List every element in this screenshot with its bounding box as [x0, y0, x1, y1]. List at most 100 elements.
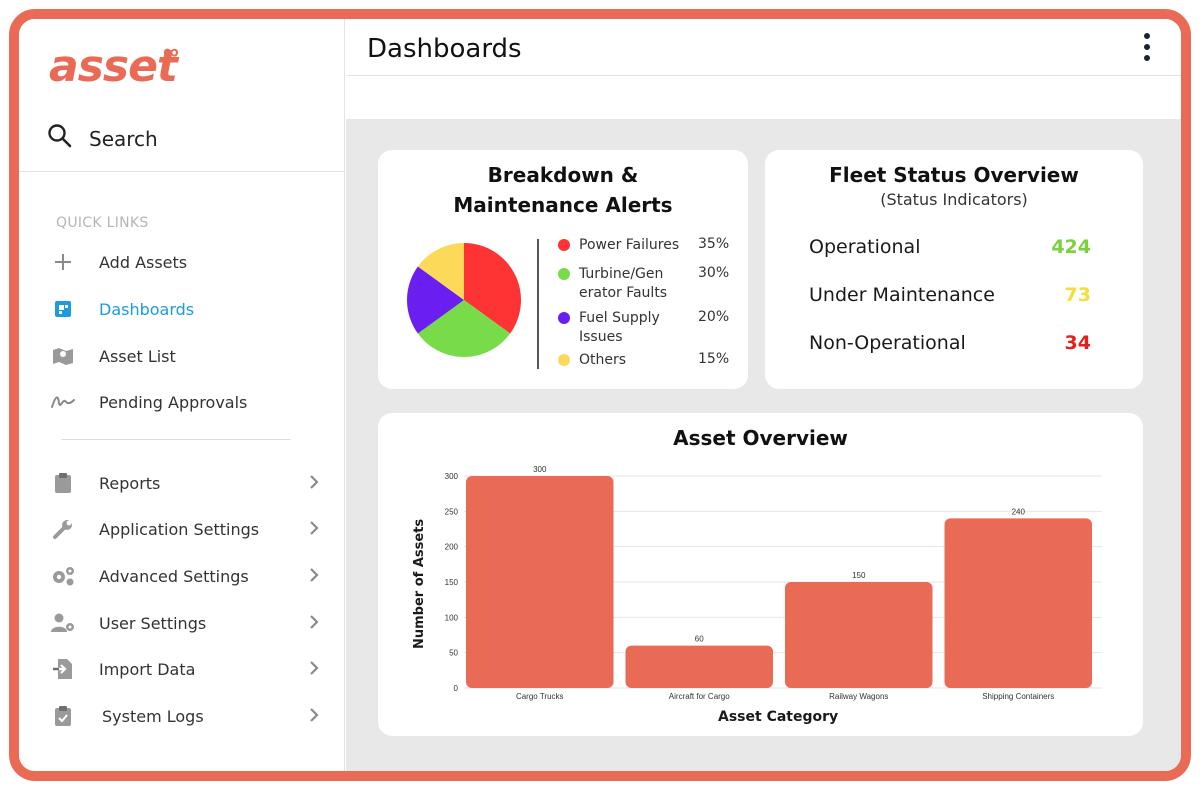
search-button[interactable]: Search — [47, 123, 158, 154]
sidebar-item-label: Asset List — [99, 346, 176, 366]
fleet-card-title: Fleet Status Overview — [829, 163, 1079, 187]
search-label: Search — [89, 126, 158, 151]
bar — [625, 645, 773, 688]
sidebar: asset ∞ Search QUICK LINKS Add Assets Da… — [19, 19, 345, 771]
import-icon — [49, 657, 77, 681]
sidebar-item-add-assets[interactable]: Add Assets — [49, 248, 319, 276]
clipboard-icon — [49, 471, 77, 495]
y-tick-label: 100 — [445, 613, 459, 622]
status-value: 73 — [1064, 284, 1091, 306]
x-tick-label: Shipping Containers — [982, 692, 1054, 701]
status-value: 34 — [1064, 332, 1091, 354]
chart-title: Asset Overview — [673, 426, 848, 450]
logo-infinity-icon: ∞ — [163, 39, 179, 64]
legend-item: Others — [558, 351, 689, 370]
sidebar-item-advanced-settings[interactable]: Advanced Settings — [49, 562, 319, 590]
sub-bar — [346, 77, 1181, 119]
bar — [785, 582, 933, 688]
legend-swatch — [558, 312, 570, 324]
wrench-icon — [49, 517, 77, 541]
quick-links-heading: QUICK LINKS — [56, 215, 149, 231]
status-value: 424 — [1051, 236, 1091, 258]
sidebar-item-label: System Logs — [102, 706, 204, 726]
chart-y-axis-label: Number of Assets — [412, 518, 427, 649]
sidebar-item-system-logs[interactable]: System Logs — [49, 702, 319, 730]
sidebar-divider — [61, 439, 291, 440]
y-tick-label: 200 — [445, 543, 459, 552]
bar-value-label: 300 — [533, 465, 547, 474]
legend-swatch — [558, 354, 570, 366]
status-label: Under Maintenance — [809, 284, 995, 306]
legend-item: Turbine/Generator Faults — [558, 265, 671, 303]
bar-value-label: 60 — [695, 635, 704, 644]
legend-label: Turbine/Generator Faults — [579, 266, 668, 301]
pie-slice — [407, 266, 464, 334]
alerts-card: Breakdown & Maintenance Alerts Power Fai… — [378, 150, 748, 389]
sidebar-item-reports[interactable]: Reports — [49, 469, 319, 497]
chart-x-axis-label: Asset Category — [718, 709, 839, 725]
y-tick-label: 300 — [445, 472, 459, 481]
app-frame: asset ∞ Search QUICK LINKS Add Assets Da… — [9, 9, 1191, 781]
chevron-right-icon — [309, 474, 319, 495]
sidebar-item-label: User Settings — [99, 613, 207, 633]
plus-icon — [49, 250, 77, 274]
pie-slice — [417, 243, 464, 300]
y-tick-label: 0 — [454, 684, 459, 693]
sidebar-item-label: Pending Approvals — [99, 392, 248, 412]
signature-icon — [49, 390, 77, 414]
sidebar-item-label: Import Data — [99, 659, 196, 679]
asset-overview-bar-chart: 0 50 100 150 200 250 300 300 Cargo Trucks 60 Aircr… — [445, 465, 1102, 701]
status-row-operational: Operational 424 — [809, 232, 1091, 262]
clipboard-check-icon — [49, 704, 77, 728]
x-tick-label: Railway Wagons — [829, 692, 888, 701]
chevron-right-icon — [309, 614, 319, 635]
legend-value: 35% — [698, 236, 730, 252]
more-options-icon[interactable] — [1141, 33, 1153, 63]
alerts-card-title: Breakdown & Maintenance Alerts — [453, 163, 673, 217]
sidebar-item-user-settings[interactable]: User Settings — [49, 609, 319, 637]
asset-overview-card: Asset Overview 0 50 100 150 200 250 300 300 Carg… — [378, 413, 1143, 736]
legend-label: Fuel Supply Issues — [579, 310, 660, 345]
fleet-card-subtitle: (Status Indicators) — [880, 190, 1028, 209]
y-tick-label: 150 — [445, 578, 459, 587]
x-tick-label: Cargo Trucks — [516, 692, 564, 701]
chevron-right-icon — [309, 520, 319, 541]
bar — [944, 518, 1092, 688]
legend-label: Power Failures — [579, 237, 680, 253]
dashboard-icon — [49, 297, 77, 321]
chevron-right-icon — [309, 660, 319, 681]
sidebar-item-dashboards[interactable]: Dashboards — [49, 295, 319, 323]
legend-value: 30% — [698, 265, 730, 281]
sidebar-item-application-settings[interactable]: Application Settings — [49, 515, 319, 543]
legend-item: Fuel Supply Issues — [558, 309, 663, 347]
status-label: Non-Operational — [809, 332, 966, 354]
chevron-right-icon — [309, 707, 319, 728]
sidebar-divider — [19, 171, 345, 172]
bar-value-label: 150 — [852, 571, 866, 580]
legend-label: Others — [579, 352, 627, 368]
bar — [466, 476, 614, 688]
page-title: Dashboards — [367, 34, 522, 64]
legend-value: 15% — [698, 351, 730, 367]
y-tick-label: 250 — [445, 507, 459, 516]
sidebar-item-label: Advanced Settings — [99, 566, 249, 586]
chevron-right-icon — [309, 567, 319, 588]
pie-slice — [464, 243, 521, 334]
sidebar-item-asset-list[interactable]: Asset List — [49, 342, 319, 370]
legend-swatch — [558, 239, 570, 251]
status-row-non-operational: Non-Operational 34 — [809, 328, 1091, 358]
logo: asset — [49, 41, 178, 92]
sidebar-item-pending-approvals[interactable]: Pending Approvals — [49, 388, 319, 416]
map-icon — [49, 344, 77, 368]
dashboard-content: Breakdown & Maintenance Alerts Power Fai… — [346, 119, 1181, 771]
sidebar-item-import-data[interactable]: Import Data — [49, 655, 319, 683]
fleet-status-card: Fleet Status Overview (Status Indicators… — [765, 150, 1143, 389]
y-tick-label: 50 — [449, 649, 458, 658]
status-label: Operational — [809, 236, 921, 258]
legend-divider — [537, 239, 539, 369]
alerts-pie-chart — [407, 243, 521, 357]
pie-slice — [417, 300, 511, 357]
sidebar-item-label: Application Settings — [99, 519, 260, 539]
bar-value-label: 240 — [1012, 507, 1026, 516]
legend-item: Power Failures — [558, 236, 689, 255]
